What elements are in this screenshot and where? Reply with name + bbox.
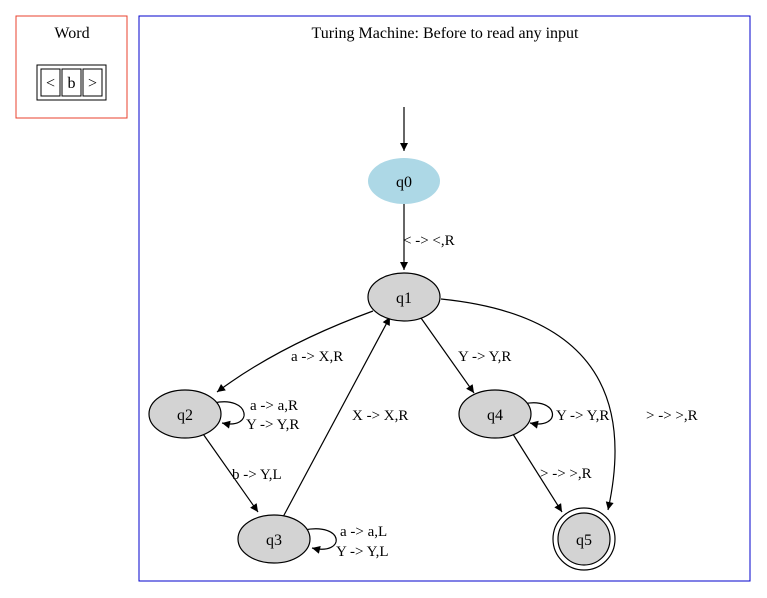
state-q2-shape	[148, 389, 222, 439]
state-q3-shape	[237, 514, 311, 564]
machine-panel: Turing Machine: Before to read any input	[138, 15, 751, 582]
state-q0-label: q0	[396, 174, 412, 191]
edge-labels: < -> <,R a -> X,R Y -> Y,R > -> >,R a ->…	[232, 233, 698, 560]
label-q3-q1: X -> X,R	[352, 408, 408, 424]
tape-cell-0-symbol: <	[46, 75, 55, 92]
label-q0-q1: < -> <,R	[403, 233, 455, 249]
state-q4-shape	[458, 389, 532, 439]
tape-cell-0	[40, 68, 61, 97]
label-q2-q2-line1: a -> a,R	[250, 398, 298, 414]
edge-q1-q4	[420, 317, 475, 394]
word-tape: < b >	[36, 64, 107, 101]
state-q1-shape	[367, 272, 441, 322]
edges	[200, 107, 616, 554]
label-q3-q3-line1: a -> a,L	[340, 524, 387, 540]
label-q1-q2: a -> X,R	[291, 349, 343, 365]
edge-q2-q3	[200, 430, 259, 513]
label-q4-q4: Y -> Y,R	[556, 408, 609, 424]
edge-q1-q2	[216, 310, 374, 393]
state-q3-label: q3	[266, 532, 282, 549]
label-q1-q4: Y -> Y,R	[458, 349, 511, 365]
state-q5: q5	[552, 507, 616, 571]
state-q4-label: q4	[487, 407, 503, 424]
tape-cell-1-symbol: b	[68, 75, 76, 92]
edge-q4-q5	[510, 430, 563, 513]
word-panel-title: Word	[54, 25, 89, 42]
label-q4-q5: > -> >,R	[540, 466, 592, 482]
tape-cell-1	[61, 68, 82, 97]
edge-q1-q5	[440, 298, 616, 511]
state-q5-label: q5	[576, 532, 592, 549]
state-q1-label: q1	[396, 290, 412, 307]
label-q2-q3: b -> Y,L	[232, 467, 282, 483]
tape-cell-2-symbol: >	[88, 75, 97, 92]
edge-q3-q1	[282, 316, 391, 518]
state-q4: q4	[458, 389, 532, 439]
state-q0-shape	[368, 158, 440, 204]
word-panel-border	[15, 15, 128, 119]
machine-panel-title: Turing Machine: Before to read any input	[312, 25, 579, 42]
label-q3-q3-line2: Y -> Y,L	[336, 544, 389, 560]
state-q2-label: q2	[177, 407, 193, 424]
label-q2-q2-line2: Y -> Y,R	[246, 417, 299, 433]
state-q5-outer-ring	[552, 507, 616, 571]
edge-q4-q4	[522, 402, 554, 429]
state-q2: q2	[148, 389, 222, 439]
tape-outer-border	[36, 64, 107, 101]
word-panel: Word < b >	[15, 15, 128, 119]
state-q5-shape	[557, 512, 611, 566]
edge-q3-q3	[303, 528, 337, 554]
edge-q2-q2	[213, 401, 245, 429]
state-q3: q3	[237, 514, 311, 564]
tape-cell-2	[82, 68, 103, 97]
state-q0: q0	[368, 158, 440, 204]
machine-panel-border	[138, 15, 751, 582]
states: q0 q1 q2 q3 q4 q5	[148, 158, 616, 571]
state-q1: q1	[367, 272, 441, 322]
label-q1-q5: > -> >,R	[646, 408, 698, 424]
